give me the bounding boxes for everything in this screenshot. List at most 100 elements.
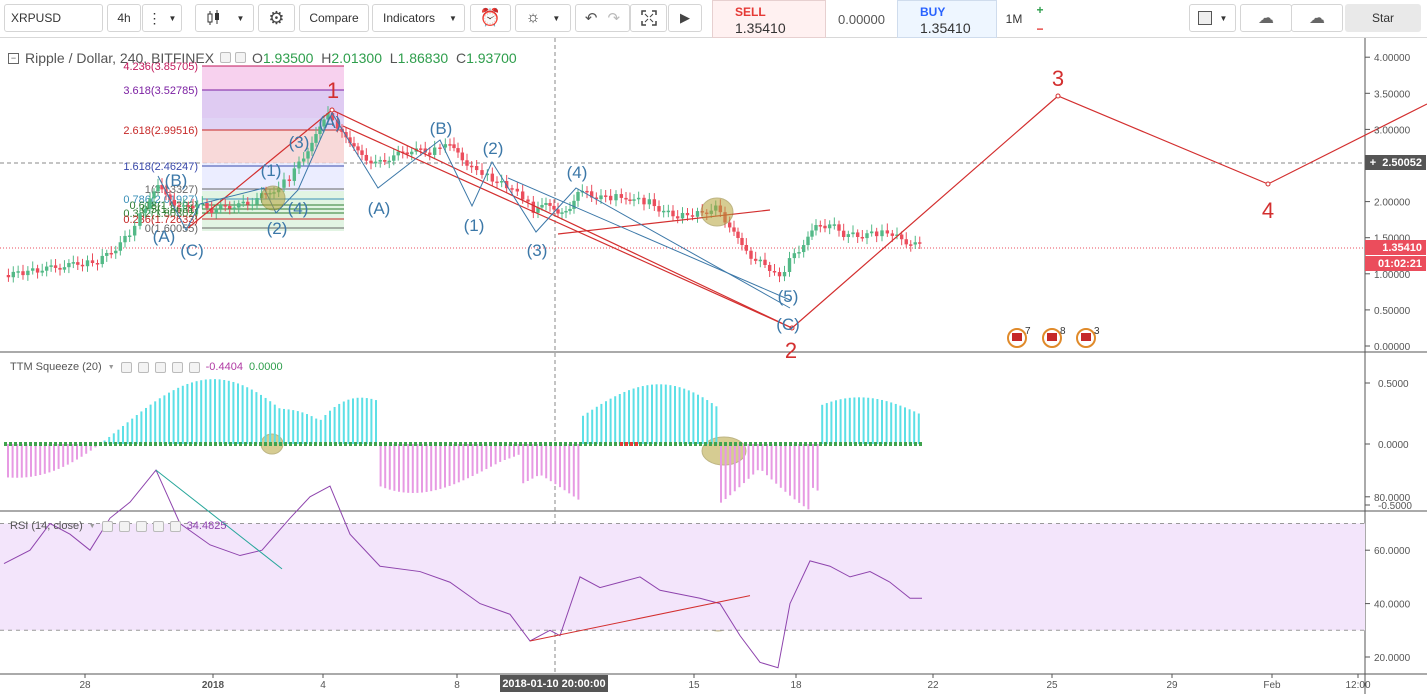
ttm-title: TTM Squeeze (20): [10, 361, 102, 373]
candle-body: [6, 275, 11, 278]
candle-body: [456, 148, 460, 153]
cloud-upload-icon: ☁: [1309, 10, 1325, 27]
candle-body: [732, 227, 736, 232]
wave-label-primary: 3: [1052, 66, 1064, 91]
cloud-load-button[interactable]: ☁: [1240, 4, 1292, 32]
compare-button[interactable]: Compare: [299, 4, 369, 32]
candle-body: [657, 206, 661, 212]
sell-price: 1.35410: [735, 20, 786, 36]
candle-body: [326, 113, 330, 120]
channel-blue-line: [507, 177, 791, 301]
candle-body: [138, 213, 142, 226]
crosshair-plus[interactable]: +: [1369, 156, 1377, 169]
candle-body: [510, 188, 514, 190]
interval-menu-button[interactable]: ⋮ ▼: [142, 4, 182, 32]
candle-body: [95, 263, 100, 265]
candle-body: [758, 259, 763, 262]
close-icon[interactable]: [188, 361, 200, 373]
highlight-ellipse: [260, 185, 286, 211]
redo-icon[interactable]: ↷: [607, 10, 621, 27]
candle-body: [80, 264, 85, 267]
trend-line: [557, 209, 771, 235]
interval-button[interactable]: 4h: [107, 4, 141, 32]
rsi-legend: RSI (14, close) ▼ 34.4825: [10, 520, 226, 532]
candle-body: [452, 144, 456, 149]
chart-canvas[interactable]: 4.236(3.85705) 3.618(3.52785) 2.618(2.9951…: [0, 38, 1427, 694]
candle-body: [195, 204, 200, 209]
eye-icon[interactable]: [101, 520, 113, 532]
candle-body: [396, 151, 400, 156]
chart-area[interactable]: 4.236(3.85705) 3.618(3.52785) 2.618(2.9951…: [0, 38, 1427, 694]
chart-style-button[interactable]: ▼: [195, 4, 254, 32]
plus-icon[interactable]: [171, 361, 183, 373]
price-tick-label: 4.00000: [1374, 53, 1411, 64]
candle-body: [727, 222, 732, 228]
eye-icon[interactable]: [220, 52, 232, 63]
ttm-tick-label: 0.5000: [1378, 379, 1409, 390]
cloud-save-button[interactable]: ☁: [1291, 4, 1343, 32]
plus-icon[interactable]: [152, 520, 164, 532]
close-icon[interactable]: [169, 520, 181, 532]
candle-body: [314, 134, 318, 143]
chevron-down-icon: ▼: [236, 13, 245, 23]
undo-icon[interactable]: ↶: [584, 10, 598, 27]
candle-body: [818, 225, 823, 227]
star-button[interactable]: Star: [1345, 4, 1421, 32]
candle-body: [223, 205, 227, 207]
candle-body: [576, 191, 580, 201]
candle-body: [918, 242, 922, 244]
candle-body: [642, 197, 646, 205]
candle-body: [744, 245, 749, 251]
eye-icon[interactable]: [120, 361, 132, 373]
square-icon: [1197, 11, 1212, 25]
candle-body: [904, 239, 908, 245]
candle-body: [767, 264, 772, 271]
time-tick-label: 25: [1046, 680, 1058, 691]
chevron-down-icon[interactable]: ▼: [88, 522, 96, 530]
candle-body: [177, 205, 181, 207]
candle-body: [369, 160, 373, 164]
wave-label-secondary: (B): [430, 119, 453, 138]
candle-body: [787, 258, 792, 272]
candle-body: [564, 210, 568, 213]
candle-body: [228, 205, 232, 209]
settings-button[interactable]: ⚙: [258, 4, 295, 32]
gear-icon: ⚙: [268, 7, 285, 28]
layout-button[interactable]: ▼: [1189, 4, 1236, 32]
indicators-button[interactable]: Indicators ▼: [372, 4, 465, 32]
gear-icon[interactable]: [137, 361, 149, 373]
gear-icon[interactable]: [118, 520, 130, 532]
code-icon[interactable]: [154, 361, 166, 373]
alert-button[interactable]: ⏰: [470, 4, 511, 32]
candle-body: [318, 126, 322, 135]
crosshair-time-tag: 2018-01-10 20:00:00: [500, 675, 608, 692]
replay-button[interactable]: ▶: [668, 4, 702, 32]
increase-size-button[interactable]: +: [1036, 2, 1044, 17]
trade-size[interactable]: 1M: [1005, 12, 1023, 26]
candle-body: [589, 191, 594, 198]
candle-body: [410, 151, 414, 155]
candle-body: [26, 270, 30, 276]
time-tick-label: 22: [927, 680, 939, 691]
main-price-pane[interactable]: 4.236(3.85705) 3.618(3.52785) 2.618(2.9951…: [0, 38, 1427, 674]
candle-body: [237, 203, 241, 208]
collapse-icon[interactable]: −: [8, 52, 19, 64]
code-icon[interactable]: [135, 520, 147, 532]
symbol-search-input[interactable]: XRPUSD: [4, 4, 103, 32]
wave-label-primary: 4: [1262, 198, 1274, 223]
candle-body: [652, 199, 657, 207]
decrease-size-button[interactable]: −: [1036, 21, 1044, 36]
candle-body: [143, 208, 148, 214]
rsi-trend-line: [529, 595, 751, 642]
sell-button[interactable]: SELL 1.35410: [712, 0, 826, 38]
ttm-squeeze-pane[interactable]: [4, 379, 924, 510]
chevron-down-icon[interactable]: ▼: [107, 363, 115, 371]
theme-button[interactable]: ☼ ▼: [515, 4, 571, 32]
buy-button[interactable]: BUY 1.35410: [897, 0, 997, 38]
candle-body: [378, 159, 382, 162]
fullscreen-button[interactable]: [630, 4, 667, 32]
candle-body: [53, 265, 58, 268]
time-tick-label: 18: [790, 680, 802, 691]
rsi-pane[interactable]: [0, 469, 1365, 669]
gear-icon[interactable]: [234, 52, 246, 63]
